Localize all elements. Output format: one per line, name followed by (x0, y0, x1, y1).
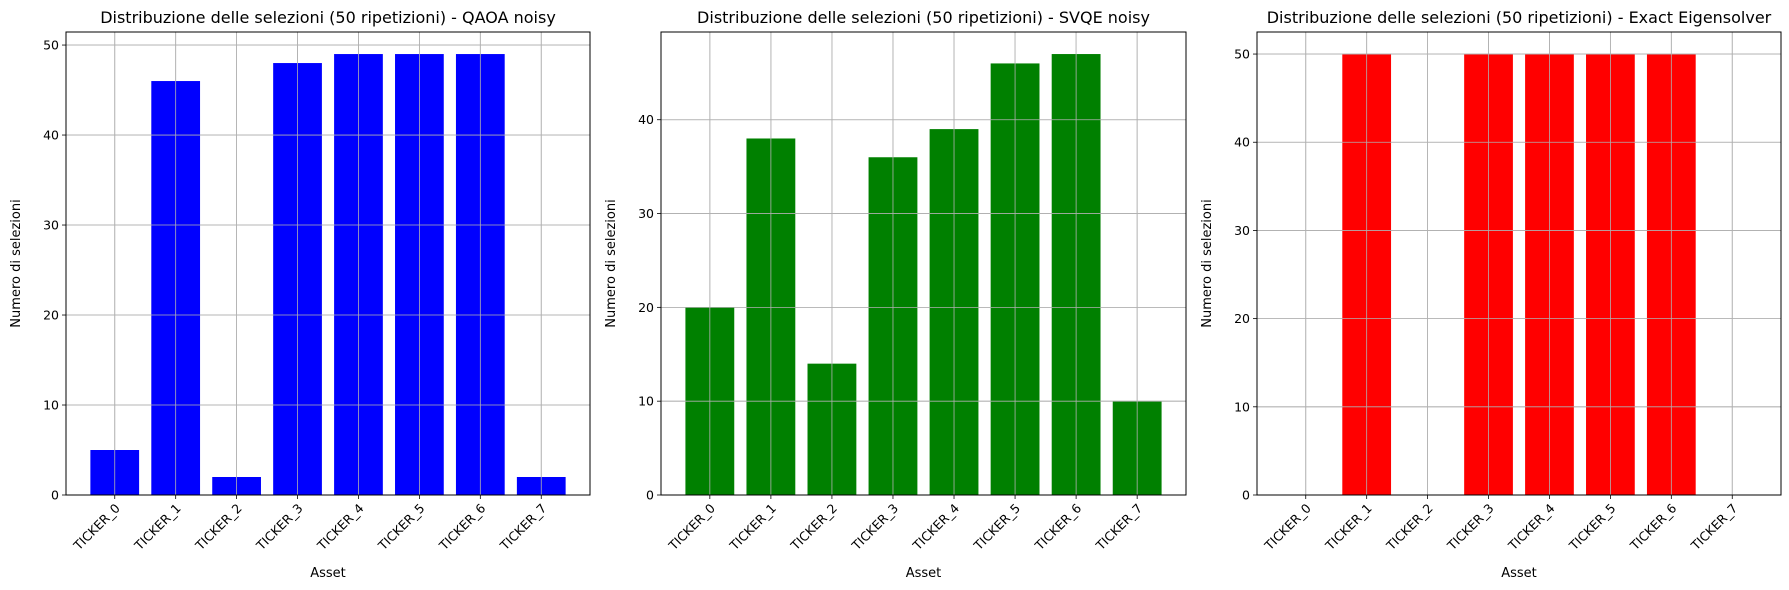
chart-title: Distribuzione delle selezioni (50 ripeti… (697, 8, 1150, 27)
y-axis-label: Numero di selezioni (9, 199, 24, 327)
y-tick-label: 40 (43, 128, 59, 143)
y-tick-label: 50 (43, 38, 59, 53)
x-tick-label: TICKER_6 (1626, 500, 1679, 553)
y-tick-label: 10 (638, 394, 654, 409)
y-tick-label: 20 (1234, 311, 1250, 326)
y-tick-label: 30 (43, 218, 59, 233)
x-tick-label: TICKER_2 (192, 501, 245, 554)
x-tick-label: TICKER_4 (909, 500, 962, 553)
axes-frame (1256, 31, 1782, 496)
axes-frame (660, 31, 1187, 496)
y-tick-label: 10 (43, 398, 59, 413)
x-tick-label: TICKER_3 (1444, 501, 1497, 554)
y-axis-label: Numero di selezioni (604, 199, 619, 327)
y-tick-label: 20 (43, 308, 59, 323)
axes-frame (65, 31, 591, 496)
x-tick-label: TICKER_3 (253, 501, 306, 554)
x-tick-label: TICKER_6 (1031, 500, 1084, 553)
y-axis-label: Numero di selezioni (1200, 199, 1215, 327)
x-tick-label: TICKER_0 (1261, 500, 1314, 553)
x-tick-label: TICKER_2 (1383, 501, 1436, 554)
x-tick-label: TICKER_5 (970, 501, 1023, 554)
y-tick-label: 0 (51, 488, 59, 503)
x-tick-label: TICKER_2 (787, 501, 840, 554)
x-tick-label: TICKER_3 (848, 501, 901, 554)
y-tick-label: 40 (1234, 135, 1250, 150)
y-tick-label: 0 (646, 488, 654, 503)
y-tick-label: 20 (638, 300, 654, 315)
y-tick-label: 30 (1234, 223, 1250, 238)
x-axis-label: Asset (906, 566, 942, 581)
x-tick-label: TICKER_1 (1322, 501, 1375, 554)
x-tick-label: TICKER_6 (435, 500, 488, 553)
y-tick-label: 40 (638, 112, 654, 127)
x-tick-label: TICKER_1 (726, 501, 779, 554)
x-axis-label: Asset (1501, 566, 1537, 581)
chart-title: Distribuzione delle selezioni (50 ripeti… (1267, 8, 1772, 27)
x-tick-label: TICKER_0 (70, 500, 123, 553)
x-tick-label: TICKER_0 (665, 500, 718, 553)
x-tick-label: TICKER_5 (374, 501, 427, 554)
y-tick-label: 30 (638, 206, 654, 221)
y-tick-label: 10 (1234, 399, 1250, 414)
y-tick-label: 50 (1234, 47, 1250, 62)
x-tick-label: TICKER_7 (496, 501, 549, 554)
x-axis-label: Asset (310, 566, 346, 581)
x-tick-label: TICKER_4 (1505, 500, 1558, 553)
x-tick-label: TICKER_5 (1565, 501, 1618, 554)
x-tick-label: TICKER_7 (1687, 501, 1740, 554)
chart-title: Distribuzione delle selezioni (50 ripeti… (100, 8, 556, 27)
y-tick-label: 0 (1242, 488, 1250, 503)
x-tick-label: TICKER_1 (131, 501, 184, 554)
x-tick-label: TICKER_7 (1092, 501, 1145, 554)
x-tick-label: TICKER_4 (314, 500, 367, 553)
